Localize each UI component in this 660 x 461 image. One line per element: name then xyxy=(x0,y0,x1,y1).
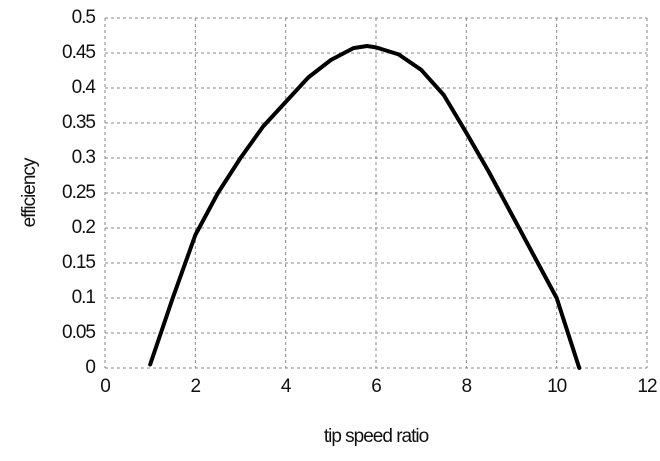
x-tick-label: 12 xyxy=(637,376,657,397)
x-tick-label: 0 xyxy=(100,376,110,397)
y-tick-label: 0 xyxy=(85,357,95,378)
line xyxy=(148,44,582,370)
x-axis-label: tip speed ratio xyxy=(324,426,429,447)
x-tick-label: 8 xyxy=(462,376,472,397)
y-tick-label: 0.4 xyxy=(72,77,97,98)
y-tick-label: 0.25 xyxy=(62,182,95,203)
x-tick-label: 6 xyxy=(371,376,381,397)
y-tick-label: 0.1 xyxy=(72,287,96,308)
y-tick-label: 0.2 xyxy=(72,217,96,238)
y-tick-label: 0.35 xyxy=(62,112,95,133)
x-tick-label: 10 xyxy=(547,376,567,397)
x-tick-label: 2 xyxy=(191,376,201,397)
y-tick-label: 0.05 xyxy=(62,322,95,343)
x-tick-label: 4 xyxy=(281,376,292,397)
y-tick-label: 0.5 xyxy=(72,7,96,28)
y-tick-label: 0.15 xyxy=(62,252,95,273)
y-tick-label: 0.45 xyxy=(62,42,95,63)
y-tick-label: 0.3 xyxy=(72,147,96,168)
y-axis-label: efficiency xyxy=(19,157,40,227)
